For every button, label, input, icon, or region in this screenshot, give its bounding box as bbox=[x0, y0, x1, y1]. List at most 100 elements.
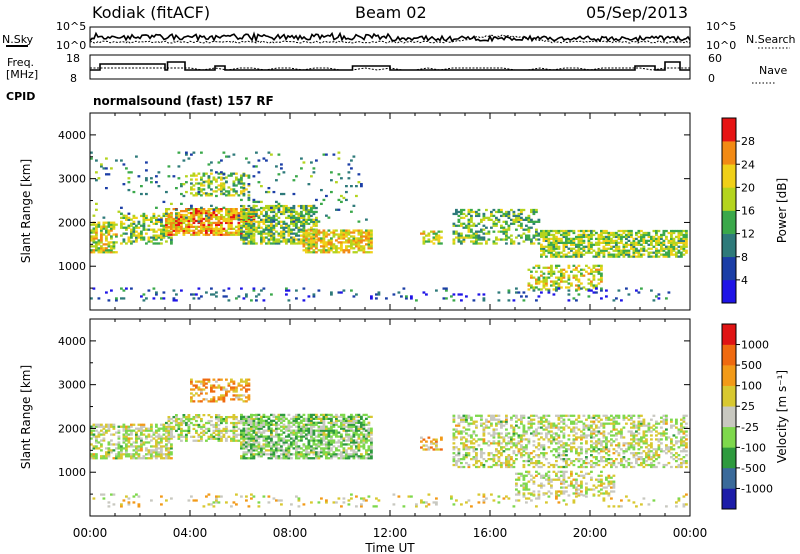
power-cell bbox=[530, 276, 533, 279]
power-cell bbox=[97, 241, 101, 244]
power-cell bbox=[595, 251, 598, 254]
power-cell bbox=[100, 229, 103, 232]
power-cell bbox=[305, 247, 308, 250]
velocity-cell bbox=[107, 453, 111, 456]
velocity-cell bbox=[150, 449, 153, 452]
power-cell bbox=[475, 238, 478, 241]
power-cell bbox=[455, 224, 458, 227]
power-cell bbox=[467, 234, 471, 237]
power-cell bbox=[167, 208, 171, 211]
velocity-cell bbox=[345, 419, 348, 422]
power-cell bbox=[107, 221, 111, 224]
power-cell bbox=[280, 220, 283, 223]
velocity-cell bbox=[270, 433, 273, 436]
velocity-cell bbox=[240, 398, 243, 401]
velocity-cell bbox=[250, 425, 253, 429]
power-cell bbox=[605, 243, 608, 246]
velocity-cell bbox=[220, 398, 223, 401]
power-cell bbox=[577, 243, 581, 246]
power-cell bbox=[457, 224, 461, 227]
power-cell bbox=[490, 214, 493, 218]
power-cell bbox=[637, 239, 641, 243]
power-cell bbox=[305, 208, 308, 212]
power-heatmap bbox=[90, 151, 688, 302]
power-cell bbox=[245, 236, 248, 239]
velocity-cell bbox=[165, 429, 168, 433]
velocity-cell bbox=[462, 420, 466, 423]
power-cell bbox=[280, 240, 283, 243]
power-cell bbox=[225, 211, 228, 215]
power-cell bbox=[237, 182, 241, 185]
power-cell bbox=[575, 276, 578, 279]
velocity-cell bbox=[195, 439, 198, 442]
power-cell bbox=[185, 225, 188, 228]
power-cell bbox=[95, 159, 98, 162]
power-cell bbox=[285, 240, 288, 243]
velocity-cell bbox=[515, 454, 518, 457]
power-cell bbox=[587, 295, 591, 298]
power-cell bbox=[557, 229, 561, 233]
velocity-cell bbox=[432, 438, 436, 441]
power-cell bbox=[97, 223, 101, 226]
velocity-cell bbox=[310, 419, 313, 422]
velocity-cell bbox=[305, 423, 308, 426]
velocity-cell bbox=[242, 439, 246, 442]
velocity-cell bbox=[212, 384, 216, 387]
power-cell bbox=[620, 235, 623, 239]
power-cell bbox=[592, 249, 596, 252]
power-cell bbox=[542, 280, 546, 283]
power-cell bbox=[132, 222, 136, 225]
velocity-cell bbox=[102, 433, 106, 436]
power-cell bbox=[635, 247, 638, 250]
velocity-cell bbox=[290, 429, 293, 432]
velocity-cell bbox=[467, 465, 471, 469]
power-cell bbox=[100, 163, 103, 166]
power-cell bbox=[622, 229, 626, 233]
power-cell bbox=[685, 243, 688, 246]
velocity-cell bbox=[265, 441, 268, 444]
power-cell bbox=[122, 226, 126, 229]
power-cell bbox=[265, 212, 268, 215]
power-cell bbox=[685, 231, 688, 235]
velocity-cell bbox=[310, 413, 313, 417]
velocity-cell bbox=[252, 437, 256, 440]
velocity-cell bbox=[490, 442, 493, 445]
power-cell bbox=[600, 276, 603, 279]
power-cell bbox=[277, 153, 281, 156]
power-cell bbox=[207, 180, 211, 183]
power-cell bbox=[540, 243, 543, 246]
velocity-cell bbox=[322, 435, 326, 438]
power-cell bbox=[180, 225, 183, 228]
velocity-cell bbox=[190, 400, 193, 403]
power-cell bbox=[502, 238, 506, 241]
velocity-cell bbox=[497, 442, 501, 445]
power-cell bbox=[190, 219, 193, 223]
velocity-cell bbox=[460, 442, 463, 445]
velocity-cell bbox=[342, 457, 346, 460]
velocity-cell bbox=[327, 445, 331, 448]
velocity-cell bbox=[245, 419, 248, 422]
power-cell bbox=[575, 255, 578, 258]
velocity-cell bbox=[200, 388, 203, 391]
power-cell bbox=[597, 255, 601, 258]
power-cell bbox=[262, 232, 266, 235]
power-cell bbox=[325, 251, 328, 254]
velocity-cell bbox=[227, 429, 231, 433]
power-cell bbox=[162, 291, 166, 294]
power-cell bbox=[167, 213, 171, 217]
velocity-cell bbox=[217, 398, 221, 401]
velocity-cell bbox=[340, 451, 343, 454]
power-cell bbox=[337, 233, 341, 236]
power-cell bbox=[200, 219, 203, 223]
power-cell bbox=[497, 291, 501, 294]
power-cell bbox=[530, 238, 533, 241]
velocity-cell bbox=[122, 435, 126, 438]
power-cell bbox=[315, 218, 318, 221]
velocity-cell bbox=[235, 388, 238, 391]
power-cell bbox=[595, 270, 598, 273]
velocity-cell bbox=[135, 437, 138, 440]
power-cell bbox=[345, 249, 348, 252]
power-cell bbox=[300, 212, 303, 216]
velocity-cell bbox=[205, 421, 208, 425]
velocity-cell bbox=[205, 439, 208, 442]
